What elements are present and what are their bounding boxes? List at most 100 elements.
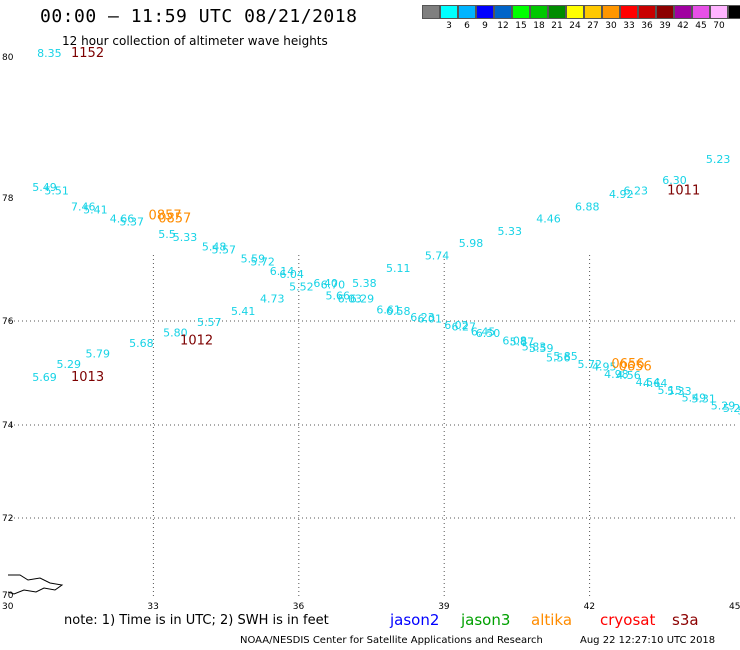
wave-height-label: 6.08 xyxy=(502,334,527,347)
longitude-tick-label: 33 xyxy=(147,602,158,612)
satellite-legend-jason2: jason2 xyxy=(390,611,440,629)
wave-height-label: 4.73 xyxy=(260,293,285,306)
latitude-tick-label: 80 xyxy=(2,53,14,63)
altika-time-label: 0656 xyxy=(611,357,644,372)
longitude-tick-label: 45 xyxy=(729,602,740,612)
wave-height-label: 6.01 xyxy=(418,313,443,326)
legend-swatch xyxy=(692,5,710,19)
wave-height-label: 5.38 xyxy=(352,277,377,290)
wave-height-label: 5.15 xyxy=(657,384,682,397)
wave-height-label: 4.46 xyxy=(536,213,561,226)
legend-swatch xyxy=(494,5,512,19)
wave-height-label: 6.23 xyxy=(624,184,649,197)
wave-height-label: 4.66 xyxy=(110,213,135,226)
legend-swatch-label: 30 xyxy=(605,21,617,31)
wave-height-label: 5.52 xyxy=(289,280,314,293)
wave-height-label: 5.37 xyxy=(119,216,143,229)
page-title: 00:00 – 11:59 UTC 08/21/2018 xyxy=(40,6,358,27)
wave-height-label: 5.31 xyxy=(691,393,716,406)
wave-height-label: 5.83 xyxy=(522,341,547,354)
legend-swatch-label: 45 xyxy=(695,21,707,31)
wave-height-label: 5.49 xyxy=(32,181,57,194)
wave-height-label: 4.92 xyxy=(609,188,634,201)
wave-height-label: 5.85 xyxy=(553,350,578,363)
wave-height-label: 5.57 xyxy=(197,316,222,329)
legend-swatch xyxy=(440,5,458,19)
generated-timestamp: Aug 22 12:27:10 UTC 2018 xyxy=(580,635,716,646)
altika-time-label: 0857 xyxy=(149,209,182,224)
legend-swatch-label: 9 xyxy=(482,21,488,31)
satellite-legend-s3a: s3a xyxy=(672,611,699,629)
wave-height-label: 5.51 xyxy=(44,184,69,197)
legend-swatch xyxy=(548,5,566,19)
wave-height-label: 5.49 xyxy=(682,392,707,405)
wave-height-label: 5.59 xyxy=(529,342,554,355)
longitude-tick-label: 30 xyxy=(2,602,14,612)
wave-height-label: 6.61 xyxy=(376,304,401,317)
wave-height-label: 5.72 xyxy=(577,358,602,371)
legend-swatch-label: 42 xyxy=(677,21,689,31)
satellite-legend-jason3: jason3 xyxy=(461,611,511,629)
wave-height-label: 6.04 xyxy=(279,268,304,281)
wave-height-label: 6.70 xyxy=(321,278,346,291)
wave-height-label: 5.48 xyxy=(202,240,227,253)
wave-height-label: 5.33 xyxy=(498,225,522,238)
wave-height-label: 6.23 xyxy=(410,311,435,324)
wave-height-label: 5.23 xyxy=(706,153,731,166)
wave-height-label: 5.26 xyxy=(723,402,740,415)
satellite-legend-altika: altika xyxy=(531,611,573,629)
legend-swatch xyxy=(638,5,656,19)
wave-height-label: 6.02 xyxy=(444,319,469,332)
longitude-tick-label: 39 xyxy=(438,602,450,612)
coastline xyxy=(7,574,64,595)
wave-height-label: 5.41 xyxy=(83,203,108,216)
wave-height-label: 5.56 xyxy=(546,352,571,365)
legend-swatch xyxy=(584,5,602,19)
legend-swatch-label: 36 xyxy=(641,21,653,31)
legend-swatch-label: 27 xyxy=(587,21,599,31)
wave-height-label: 6.45 xyxy=(471,326,496,339)
legend-swatch-label: 3 xyxy=(446,21,452,31)
wave-height-label: 5.59 xyxy=(241,253,266,266)
legend-swatch xyxy=(458,5,476,19)
legend-swatch-label: 24 xyxy=(569,21,581,31)
legend-swatch xyxy=(620,5,638,19)
legend-swatch xyxy=(422,5,440,19)
wave-height-label: 5.29 xyxy=(711,399,736,412)
wave-height-label: 5.11 xyxy=(386,262,411,275)
legend-swatch-label: 15 xyxy=(515,21,527,31)
page-subtitle: 12 hour collection of altimeter wave hei… xyxy=(62,34,328,48)
wave-height-label: 5.87 xyxy=(510,335,535,348)
legend-swatch-label: 21 xyxy=(551,21,563,31)
pass-time-label: 1012 xyxy=(180,333,213,348)
wave-height-label: 5.57 xyxy=(212,243,237,256)
pass-time-label: 1013 xyxy=(71,370,104,385)
wave-height-label: 4.54 xyxy=(636,376,661,389)
wave-height-label: 6.30 xyxy=(662,174,687,187)
wave-height-label: 5 xyxy=(737,405,740,418)
latitude-tick-label: 70 xyxy=(2,591,14,601)
legend-swatch-label: 12 xyxy=(497,21,509,31)
pass-time-label: 1152 xyxy=(71,46,104,61)
wave-height-label: 6.29 xyxy=(350,293,375,306)
longitude-tick-label: 36 xyxy=(293,602,305,612)
legend-swatch xyxy=(710,5,728,19)
wave-height-label: 5.79 xyxy=(86,347,111,360)
wave-height-label: 4.98 xyxy=(604,368,629,381)
legend-swatch xyxy=(674,5,692,19)
wave-height-label: 5.5 xyxy=(158,228,176,241)
wave-height-label: 6.14 xyxy=(270,265,295,278)
wave-height-label: 5.41 xyxy=(231,305,256,318)
legend-swatch-label: 33 xyxy=(623,21,635,31)
wave-height-label: 7.46 xyxy=(71,200,96,213)
wave-height-label: 5.69 xyxy=(32,371,57,384)
wave-height-label: 5.29 xyxy=(56,358,81,371)
legend-swatch-label: 18 xyxy=(533,21,545,31)
credit-text: NOAA/NESDIS Center for Satellite Applica… xyxy=(240,635,543,646)
wave-height-label: 6.58 xyxy=(386,305,411,318)
wave-height-label: 5.74 xyxy=(425,250,450,263)
latitude-tick-label: 76 xyxy=(2,317,14,327)
